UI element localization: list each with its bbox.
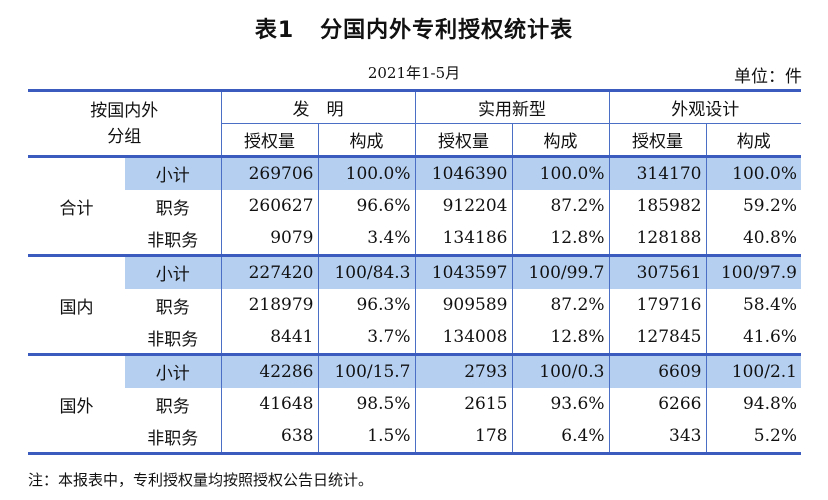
quantity-cell: 6609 <box>608 353 706 388</box>
quantity-cell: 134186 <box>414 222 512 256</box>
group-label: 合计 <box>28 155 125 256</box>
share-cell: 12.8% <box>511 222 609 256</box>
row-label: 小计 <box>125 353 221 388</box>
share-cell: 40.8% <box>705 222 801 256</box>
row-label: 小计 <box>125 155 221 190</box>
quantity-cell: 128188 <box>608 222 706 256</box>
share-cell: 100/99.7 <box>511 254 609 289</box>
category-header-utility-model: 实用新型 <box>414 89 610 124</box>
share-cell: 94.8% <box>705 387 801 421</box>
corner-header-text: 按国内外 分组 <box>90 100 159 147</box>
report-period: 2021年1-5月 <box>367 64 461 82</box>
row-label: 职务 <box>155 396 190 417</box>
quantity-cell: 179716 <box>608 288 706 322</box>
share-cell: 98.5% <box>317 387 415 421</box>
share-cell: 87.2% <box>511 189 609 223</box>
row-label: 非职务 <box>147 329 199 350</box>
share-cell: 3.7% <box>317 321 415 355</box>
quantity-cell: 127845 <box>608 321 706 355</box>
quantity-cell: 6266 <box>608 387 706 421</box>
row-label: 职务 <box>155 198 190 219</box>
quantity-cell: 343 <box>608 420 706 455</box>
quantity-cell: 909589 <box>414 288 512 322</box>
quantity-cell: 307561 <box>608 254 706 289</box>
quantity-cell: 41648 <box>220 387 318 421</box>
share-cell: 59.2% <box>705 189 801 223</box>
share-cell: 58.4% <box>705 288 801 322</box>
table-row: 职务 260627 96.6% 912204 87.2% 185982 59.2% <box>28 189 801 223</box>
quantity-cell: 9079 <box>220 222 318 256</box>
category-header-design: 外观设计 <box>608 89 801 124</box>
column-header-share: 构成 <box>317 123 416 157</box>
quantity-cell: 269706 <box>220 155 318 190</box>
row-label: 非职务 <box>147 230 199 251</box>
share-cell: 6.4% <box>511 420 609 455</box>
group-label: 国内 <box>28 254 125 355</box>
share-cell: 100.0% <box>705 155 801 190</box>
group-label: 国外 <box>28 353 125 455</box>
quantity-cell: 218979 <box>220 288 318 322</box>
quantity-cell: 2793 <box>414 353 512 388</box>
row-label: 非职务 <box>125 420 221 455</box>
corner-header: 按国内外 分组 <box>28 89 222 157</box>
share-cell: 100/2.1 <box>705 353 801 388</box>
share-cell: 96.6% <box>317 189 415 223</box>
table-row: 职务 41648 98.5% 2615 93.6% 6266 94.8% <box>28 387 801 421</box>
share-cell: 100/15.7 <box>317 353 415 388</box>
quantity-cell: 2615 <box>414 387 512 421</box>
share-cell: 100/0.3 <box>511 353 609 388</box>
table-footnote: 注：本报表中，专利授权量均按照授权公告日统计。 <box>28 471 374 489</box>
table-row: 合计 小计 269706 100.0% 1046390 100.0% 314170 100.0… <box>28 155 801 256</box>
table-row: 非职务 638 1.5% 178 6.4% 343 5.2% <box>28 420 801 455</box>
quantity-cell: 42286 <box>220 353 318 388</box>
quantity-cell: 912204 <box>414 189 512 223</box>
table-row: 非职务 9079 3.4% 134186 12.8% 128188 40.8% <box>28 222 801 256</box>
column-header-share: 构成 <box>705 123 801 157</box>
column-header-share: 构成 <box>511 123 610 157</box>
quantity-cell: 638 <box>220 420 318 455</box>
quantity-cell: 178 <box>414 420 512 455</box>
share-cell: 3.4% <box>317 222 415 256</box>
quantity-cell: 314170 <box>608 155 706 190</box>
share-cell: 96.3% <box>317 288 415 322</box>
share-cell: 100.0% <box>317 155 415 190</box>
category-header-invention: 发 明 <box>220 89 416 124</box>
share-cell: 1.5% <box>317 420 415 455</box>
share-cell: 5.2% <box>705 420 801 455</box>
header-row-measures: 授权量 构成 授权量 构成 授权量 构成 <box>28 123 801 157</box>
share-cell: 87.2% <box>511 288 609 322</box>
patent-grant-table: 按国内外 分组 发 明 实用新型 外观设计 授权量 构成 授权量 构成 授权量 … <box>28 89 801 455</box>
header-row-categories: 按国内外 分组 发 明 实用新型 外观设计 <box>28 89 801 157</box>
quantity-cell: 1046390 <box>414 155 512 190</box>
share-cell: 100/84.3 <box>317 254 415 289</box>
share-cell: 41.6% <box>705 321 801 355</box>
table-row: 国内 小计 227420 100/84.3 1043597 100/99.7 307561 1… <box>28 254 801 355</box>
quantity-cell: 185982 <box>608 189 706 223</box>
table-row: 非职务 8441 3.7% 134008 12.8% 127845 41.6% <box>28 321 801 355</box>
share-cell: 12.8% <box>511 321 609 355</box>
column-header-quantity: 授权量 <box>414 123 513 157</box>
quantity-cell: 260627 <box>220 189 318 223</box>
row-label: 小计 <box>125 254 221 289</box>
column-header-quantity: 授权量 <box>220 123 319 157</box>
table-title: 表1 分国内外专利授权统计表 <box>254 18 574 43</box>
share-cell: 93.6% <box>511 387 609 421</box>
quantity-cell: 1043597 <box>414 254 512 289</box>
row-label: 职务 <box>155 297 190 318</box>
table-row: 国外 小计 42286 100/15.7 2793 100/0.3 6609 100/2.1 <box>28 353 801 455</box>
share-cell: 100/97.9 <box>705 254 801 289</box>
unit-label: 单位：件 <box>734 67 802 87</box>
table-row: 职务 218979 96.3% 909589 87.2% 179716 58.4% <box>28 288 801 322</box>
quantity-cell: 227420 <box>220 254 318 289</box>
share-cell: 100.0% <box>511 155 609 190</box>
quantity-cell: 134008 <box>414 321 512 355</box>
column-header-quantity: 授权量 <box>608 123 707 157</box>
quantity-cell: 8441 <box>220 321 318 355</box>
